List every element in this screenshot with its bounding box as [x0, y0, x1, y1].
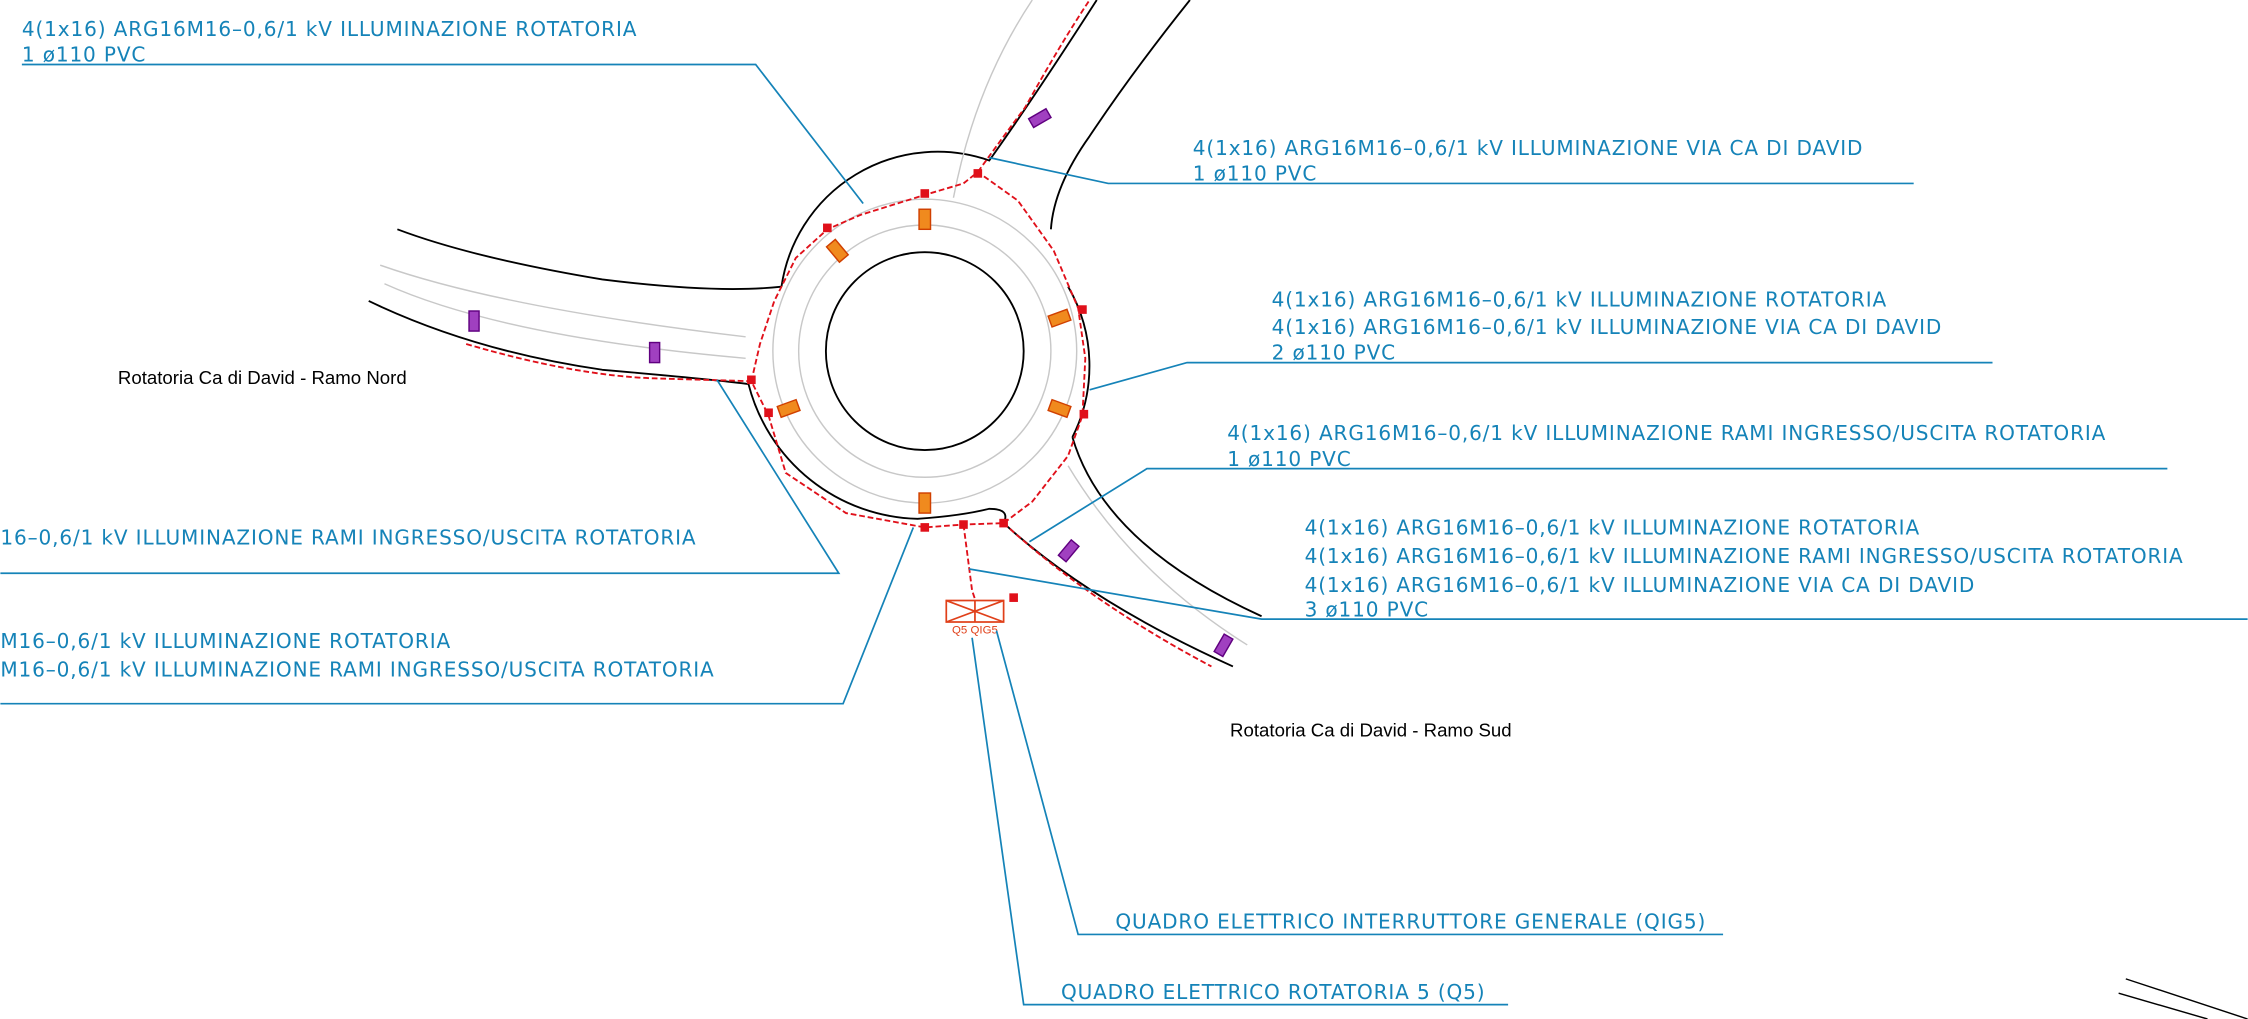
annotation: 4(1x16) ARG16M16–0,6/1 kV ILLUMINAZIONE …	[1227, 421, 2106, 445]
annotation: 1 ø110 PVC	[1227, 447, 1351, 471]
drawing: Q5 QIG5 4(1x16) ARG16M16–0,6/1 kV ILLUMI…	[0, 0, 2248, 1019]
annotation: 4(1x16) ARG16M16–0,6/1 kV ILLUMINAZIONE …	[1305, 544, 2184, 568]
annotation: 4(1x16) ARG16M16–0,6/1 kV ILLUMINAZIONE …	[1193, 136, 1864, 160]
annotation: 4(1x16) ARG16M16–0,6/1 kV ILLUMINAZIONE …	[1272, 288, 1887, 312]
annotation: 16–0,6/1 kV ILLUMINAZIONE RAMI INGRESSO/…	[0, 526, 696, 550]
annotation: 4(1x16) ARG16M16–0,6/1 kV ILLUMINAZIONE …	[1305, 516, 1920, 540]
panel-annotation: QUADRO ELETTRICO ROTATORIA 5 (Q5)	[1061, 980, 1486, 1004]
annotation: 4(1x16) ARG16M16–0,6/1 kV ILLUMINAZIONE …	[22, 17, 637, 41]
annotation: 2 ø110 PVC	[1272, 341, 1396, 365]
annotation: M16–0,6/1 kV ILLUMINAZIONE ROTATORIA	[0, 629, 451, 653]
road-label: Rotatoria Ca di David - Ramo Sud	[1230, 720, 1512, 741]
roads	[369, 0, 1262, 666]
road-label: Rotatoria Ca di David - Ramo Nord	[118, 367, 407, 388]
annotation: M16–0,6/1 kV ILLUMINAZIONE RAMI INGRESSO…	[0, 657, 714, 681]
panel-label: Q5 QIG5	[952, 624, 998, 636]
annotation: 3 ø110 PVC	[1305, 597, 1429, 621]
annotation: 4(1x16) ARG16M16–0,6/1 kV ILLUMINAZIONE …	[1305, 573, 1976, 597]
annotation: 1 ø110 PVC	[22, 43, 146, 67]
panel-symbol: Q5 QIG5	[946, 601, 1003, 637]
annotation: 4(1x16) ARG16M16–0,6/1 kV ILLUMINAZIONE …	[1272, 315, 1943, 339]
page: {"annotations":[ {"lines":["4(1x16) ARG1…	[0, 0, 2248, 1019]
annotation: 1 ø110 PVC	[1193, 162, 1317, 186]
cable	[466, 0, 1211, 666]
panel-annotation: QUADRO ELETTRICO INTERRUTTORE GENERALE (…	[1115, 910, 1706, 934]
